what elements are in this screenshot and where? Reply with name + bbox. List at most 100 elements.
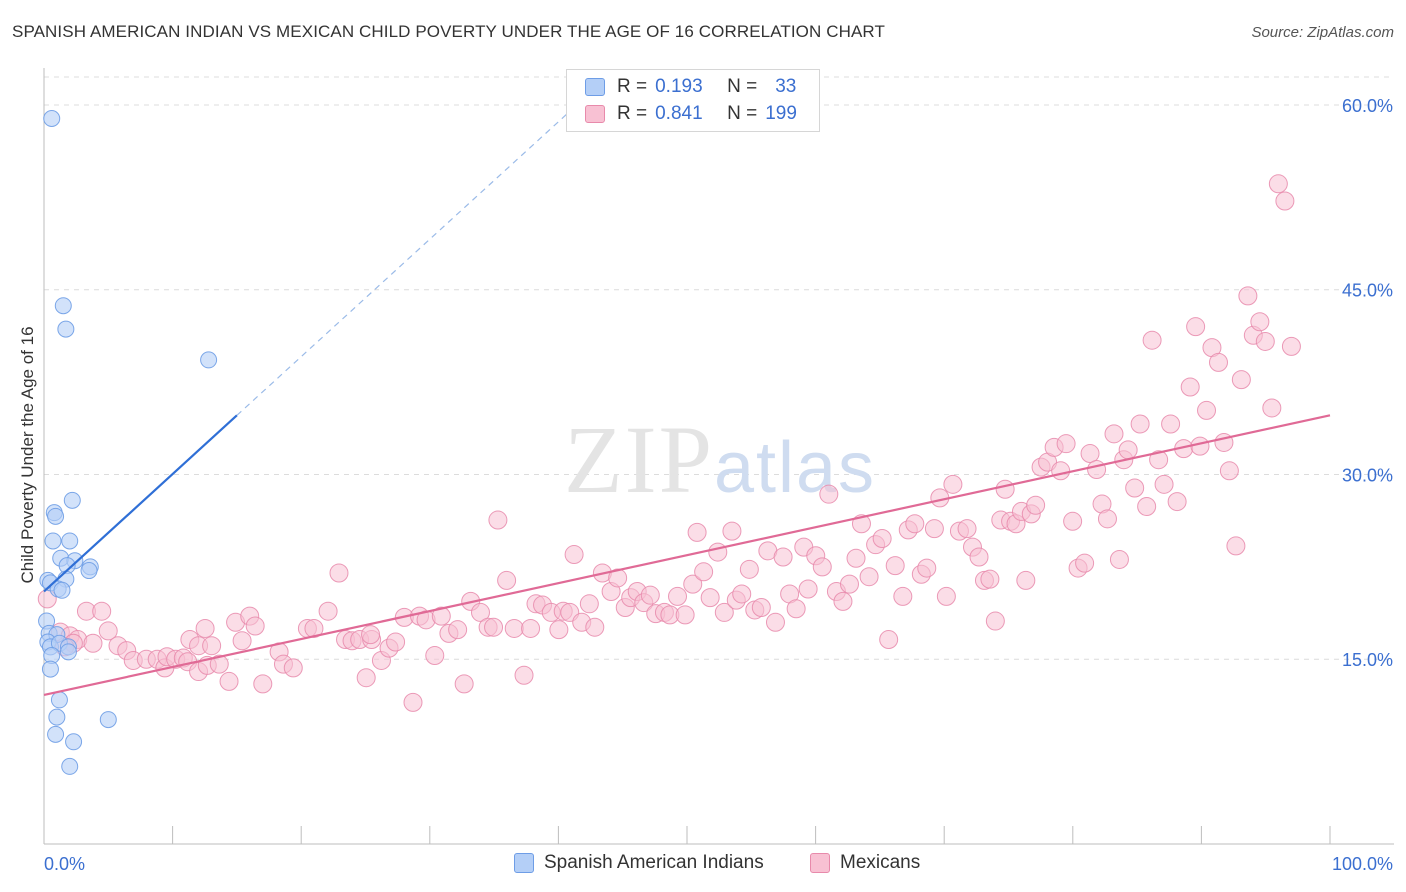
mexican-point: [879, 630, 899, 650]
mexican-point: [1250, 312, 1270, 332]
mexican-point: [1281, 336, 1301, 356]
mexican-point: [1026, 495, 1046, 515]
mexican-point: [386, 632, 406, 652]
series-legend: Spanish American Indians Mexicans: [0, 852, 1406, 878]
legend-swatch-blue: [514, 853, 534, 873]
legend-r-label: R =: [617, 76, 648, 97]
mexican-point: [470, 602, 490, 622]
mexican-point: [484, 617, 504, 637]
chart-title: SPANISH AMERICAN INDIAN VS MEXICAN CHILD…: [12, 22, 885, 41]
spanish-american-indian-point: [65, 733, 83, 751]
mexican-point: [683, 574, 703, 594]
legend-r-label: R =: [617, 103, 648, 124]
mexican-point: [1097, 509, 1117, 529]
mexican-point: [1080, 444, 1100, 464]
x-tick-label: 100.0%: [1332, 854, 1393, 874]
trend-lines: [43, 97, 1331, 697]
mexican-point: [694, 562, 714, 582]
mexican-point: [846, 548, 866, 568]
mexican-point: [1137, 497, 1157, 517]
mexican-point: [92, 601, 112, 621]
tick-labels: 15.0% 30.0% 45.0% 60.0% 0.0% 100.0%: [44, 96, 1393, 874]
chart-source: Source: ZipAtlas.com: [1251, 24, 1394, 41]
mexican-point: [1075, 553, 1095, 573]
mexican-point: [549, 620, 569, 640]
mexican-point: [608, 568, 628, 588]
mexican-point: [751, 598, 771, 618]
mexican-point: [1197, 400, 1217, 420]
mexican-point: [1118, 440, 1138, 460]
mexican-point: [1180, 377, 1200, 397]
spanish-american-indian-point: [200, 351, 218, 369]
spanish-american-indians-trend-extension: [236, 97, 585, 416]
mexican-point: [504, 618, 524, 638]
mexican-point: [1063, 511, 1083, 531]
mexican-point: [833, 591, 853, 611]
mexican-point: [356, 668, 376, 688]
mexican-point: [943, 474, 963, 494]
mexican-point: [1219, 461, 1239, 481]
legend-row-mexicans: R = 0.841 N = 199: [585, 103, 797, 125]
legend-n-label: N =: [727, 76, 758, 97]
legend-swatch-pink: [585, 105, 605, 123]
mexican-point: [1149, 450, 1169, 470]
mexican-point: [1104, 424, 1124, 444]
spanish-american-indians-trendline: [43, 414, 238, 593]
mexican-point: [722, 521, 742, 541]
mexican-point: [1231, 370, 1251, 390]
mexican-point: [985, 611, 1005, 631]
mexican-point: [253, 674, 273, 694]
spanish-american-indian-point: [80, 562, 98, 580]
mexican-point: [1255, 331, 1275, 351]
mexican-point: [1142, 330, 1162, 350]
y-tick-label: 30.0%: [1342, 465, 1393, 485]
mexican-point: [1109, 549, 1129, 569]
mexican-point: [995, 479, 1015, 499]
mexican-point: [1130, 414, 1150, 434]
mexican-point: [872, 529, 892, 549]
mexican-point: [564, 545, 584, 565]
y-axis-label: Child Poverty Under the Age of 16: [18, 326, 37, 583]
mexican-point: [1125, 478, 1145, 498]
mexican-point: [1208, 352, 1228, 372]
y-tick-label: 60.0%: [1342, 96, 1393, 116]
legend-item-spanish-american-indians[interactable]: Spanish American Indians: [514, 852, 764, 874]
mexican-point: [969, 547, 989, 567]
mexican-point: [1087, 460, 1107, 480]
stats-legend: R = 0.193 N = 33 R = 0.841 N = 199: [566, 69, 820, 132]
mexican-point: [318, 601, 338, 621]
mexican-point: [579, 594, 599, 614]
mexican-point: [640, 585, 660, 605]
mexican-point: [936, 586, 956, 606]
mexican-point: [708, 542, 728, 562]
mexican-point: [245, 616, 265, 636]
legend-row-spanish-american-indians: R = 0.193 N = 33: [585, 76, 796, 98]
mexican-point: [1190, 436, 1210, 456]
mexican-point: [1051, 461, 1071, 481]
mexican-point: [1167, 492, 1187, 512]
mexican-point: [1016, 570, 1036, 590]
mexican-point: [1262, 398, 1282, 418]
mexican-point: [202, 636, 222, 656]
mexican-point: [329, 563, 349, 583]
mexican-point: [585, 617, 605, 637]
legend-item-mexicans[interactable]: Mexicans: [810, 852, 920, 874]
legend-r-value: 0.193: [655, 76, 703, 97]
mexican-point: [732, 584, 752, 604]
mexican-point: [859, 567, 879, 587]
mexican-point: [514, 665, 534, 685]
mexican-point: [980, 569, 1000, 589]
mexican-point: [1154, 474, 1174, 494]
mexican-point: [98, 621, 118, 641]
mexican-point: [905, 514, 925, 534]
mexican-point: [232, 631, 252, 651]
mexicans-trendline: [43, 414, 1331, 697]
mexican-point: [668, 586, 688, 606]
legend-n-label: N =: [727, 103, 758, 124]
mexican-point: [83, 633, 103, 653]
mexican-point: [521, 618, 541, 638]
mexican-point: [454, 674, 474, 694]
mexican-point: [700, 588, 720, 608]
legend-swatch-pink: [810, 853, 830, 873]
